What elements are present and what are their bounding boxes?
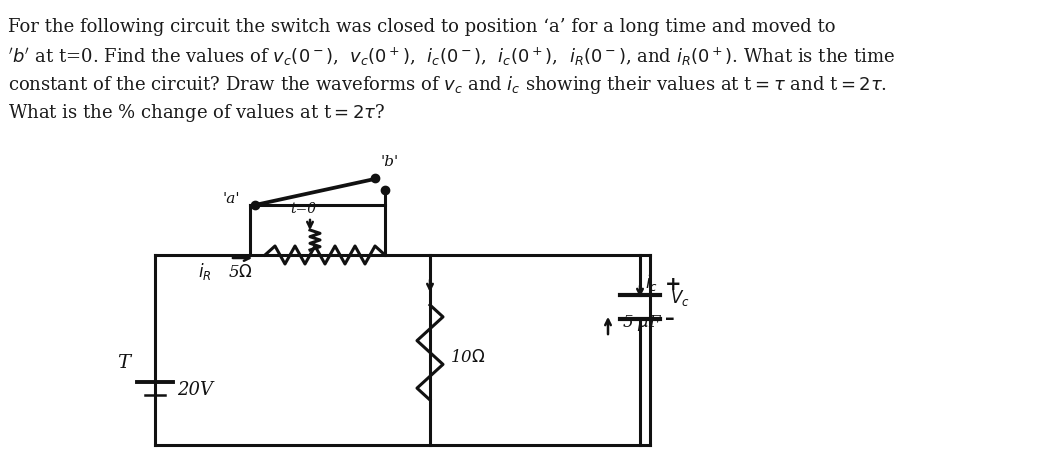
Text: 10$\Omega$: 10$\Omega$ (450, 349, 486, 365)
Text: $i_c$: $i_c$ (645, 272, 658, 293)
Text: 5 $\mu$F: 5 $\mu$F (622, 313, 662, 333)
Text: t=0: t=0 (290, 202, 316, 216)
Text: $i_R$: $i_R$ (198, 261, 211, 282)
Text: $\mathit{'b'}$ at t=0. Find the values of $v_c(0^-)$,  $v_c(0^+)$,  $i_c(0^-)$, : $\mathit{'b'}$ at t=0. Find the values o… (8, 46, 894, 69)
Text: For the following circuit the switch was closed to position ‘a’ for a long time : For the following circuit the switch was… (8, 18, 836, 36)
Text: T: T (117, 354, 130, 372)
Text: –: – (665, 309, 675, 328)
Text: 5$\Omega$: 5$\Omega$ (228, 264, 252, 281)
Text: What is the % change of values at t$=2\tau$?: What is the % change of values at t$=2\t… (8, 102, 386, 124)
Text: 20V: 20V (177, 381, 213, 399)
Text: constant of the circuit? Draw the waveforms of $v_c$ and $i_c$ showing their val: constant of the circuit? Draw the wavefo… (8, 74, 887, 96)
Text: 'a': 'a' (222, 192, 240, 206)
Text: $V_c$: $V_c$ (669, 288, 689, 308)
Text: +: + (665, 275, 681, 294)
Text: 'b': 'b' (380, 155, 398, 169)
